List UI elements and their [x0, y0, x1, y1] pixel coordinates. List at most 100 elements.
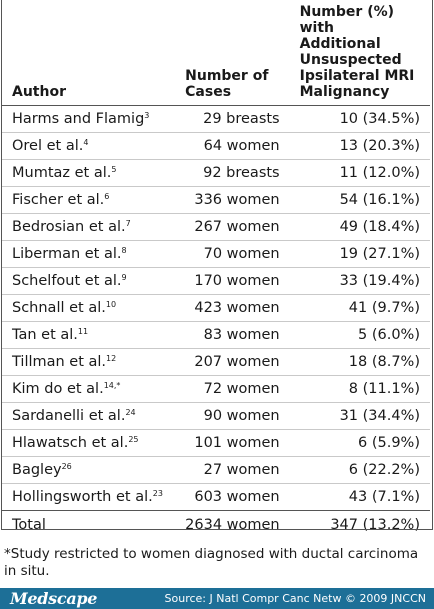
author-name: Bedrosian et al.	[12, 219, 126, 235]
reference-superscript: 8	[121, 246, 127, 255]
cell-malignancy: 33 (19.4%)	[299, 267, 430, 295]
cell-cases: 72 women	[185, 375, 300, 403]
reference-superscript: 9	[121, 273, 127, 282]
source-credit: Source: J Natl Compr Canc Netw © 2009 JN…	[164, 592, 426, 605]
cell-malignancy: 10 (34.5%)	[299, 105, 430, 133]
cell-author: Bedrosian et al.7	[2, 213, 186, 241]
header-cases: Number of Cases	[185, 0, 300, 106]
author-name: Fischer et al.	[12, 192, 105, 208]
cell-cases: 83 women	[185, 321, 300, 349]
cell-malignancy: 13 (20.3%)	[299, 132, 430, 160]
cell-malignancy: 8 (11.1%)	[299, 375, 430, 403]
reference-superscript: 3	[144, 111, 150, 120]
cell-cases: 207 women	[185, 348, 300, 376]
table-row: Schnall et al.10 423 women 41 (9.7%)	[2, 294, 430, 322]
author-name: Schelfout et al.	[12, 273, 122, 289]
cell-author: Mumtaz et al.5	[2, 159, 186, 187]
table-row: Schelfout et al.9 170 women 33 (19.4%)	[2, 267, 430, 295]
table-row-total: Total 2634 women 347 (13.2%)	[2, 510, 430, 538]
author-name: Bagley	[12, 462, 62, 478]
author-name: Harms and Flamig	[12, 111, 145, 127]
author-name: Hlawatsch et al.	[12, 435, 129, 451]
cell-malignancy: 11 (12.0%)	[299, 159, 430, 187]
table-row: Bagley26 27 women 6 (22.2%)	[2, 456, 430, 484]
reference-superscript: 11	[77, 327, 89, 336]
reference-superscript: 14,*	[103, 381, 121, 390]
reference-superscript: 26	[61, 462, 72, 471]
cell-author: Hlawatsch et al.25	[2, 429, 186, 457]
author-name: Schnall et al.	[12, 300, 106, 316]
cell-malignancy: 49 (18.4%)	[299, 213, 430, 241]
table-row: Tillman et al.12 207 women 18 (8.7%)	[2, 348, 430, 376]
cell-cases: 170 women	[185, 267, 300, 295]
footnote: *Study restricted to women diagnosed wit…	[4, 546, 419, 579]
header-number: Number (%) with Additional Unsuspected I…	[299, 0, 430, 106]
table-row: Hollingsworth et al.23 603 women 43 (7.1%)	[2, 484, 430, 511]
reference-superscript: 4	[83, 138, 89, 147]
cell-cases: 64 women	[185, 132, 300, 160]
cell-malignancy: 41 (9.7%)	[299, 294, 430, 322]
cell-author: Kim do et al.14,*	[2, 375, 186, 403]
total-malignancy: 347 (13.2%)	[299, 510, 430, 538]
cell-cases: 27 women	[185, 456, 300, 484]
author-name: Hollingsworth et al.	[12, 489, 153, 505]
author-name: Kim do et al.	[12, 381, 104, 397]
cell-author: Tillman et al.12	[2, 348, 186, 376]
table-row: Tan et al.11 83 women 5 (6.0%)	[2, 321, 430, 349]
header-author: Author	[2, 0, 186, 106]
author-name: Mumtaz et al.	[12, 165, 112, 181]
footer-bar: Medscape Source: J Natl Compr Canc Netw …	[0, 588, 434, 609]
table-row: Fischer et al.6 336 women 54 (16.1%)	[2, 186, 430, 214]
medscape-logo[interactable]: Medscape	[10, 589, 98, 608]
total-author: Total	[2, 510, 186, 538]
table-row: Orel et al.4 64 women 13 (20.3%)	[2, 132, 430, 160]
cell-cases: 90 women	[185, 402, 300, 430]
cell-cases: 92 breasts	[185, 159, 300, 187]
cell-author: Orel et al.4	[2, 132, 186, 160]
author-name: Liberman et al.	[12, 246, 122, 262]
table-body: Harms and Flamig3 29 breasts 10 (34.5%) Ore…	[2, 105, 430, 538]
cell-malignancy: 5 (6.0%)	[299, 321, 430, 349]
table-header-row: Author Number of Cases Number (%) with A…	[2, 0, 430, 106]
cell-malignancy: 18 (8.7%)	[299, 348, 430, 376]
cell-author: Harms and Flamig3	[2, 105, 186, 133]
cell-cases: 70 women	[185, 240, 300, 268]
reference-superscript: 7	[125, 219, 131, 228]
table-row: Harms and Flamig3 29 breasts 10 (34.5%)	[2, 105, 430, 133]
reference-superscript: 6	[104, 192, 110, 201]
cell-malignancy: 6 (22.2%)	[299, 456, 430, 484]
cell-cases: 336 women	[185, 186, 300, 214]
table-bottom-rule	[1, 529, 433, 530]
cell-malignancy: 54 (16.1%)	[299, 186, 430, 214]
author-name: Sardanelli et al.	[12, 408, 126, 424]
cell-cases: 267 women	[185, 213, 300, 241]
reference-superscript: 23	[152, 489, 163, 498]
total-cases: 2634 women	[185, 510, 300, 538]
cell-cases: 603 women	[194, 489, 280, 505]
table-row: Liberman et al.8 70 women 19 (27.1%)	[2, 240, 430, 268]
cell-author: Hollingsworth et al.23	[2, 484, 185, 511]
table-row: Sardanelli et al.24 90 women 31 (34.4%)	[2, 402, 430, 430]
author-name: Orel et al.	[12, 138, 84, 154]
table-frame	[1, 0, 433, 530]
table-row: Hlawatsch et al.25 101 women 6 (5.9%)	[2, 429, 430, 457]
author-name: Tillman et al.	[12, 354, 107, 370]
reference-superscript: 24	[125, 408, 136, 417]
table-row: Bedrosian et al.7 267 women 49 (18.4%)	[2, 213, 430, 241]
reference-superscript: 12	[106, 354, 117, 363]
cell-author: Schelfout et al.9	[2, 267, 186, 295]
cell-malignancy: 6 (5.9%)	[299, 429, 430, 457]
author-name: Tan et al.	[12, 327, 78, 343]
reference-superscript: 10	[105, 300, 117, 309]
cell-author: Tan et al.11	[2, 321, 186, 349]
cell-author: Sardanelli et al.24	[2, 402, 186, 430]
cell-cases: 29 breasts	[185, 105, 300, 133]
table-row: Mumtaz et al.5 92 breasts 11 (12.0%)	[2, 159, 430, 187]
cell-malignancy: 19 (27.1%)	[299, 240, 430, 268]
reference-superscript: 25	[128, 435, 139, 444]
cell-author: Fischer et al.6	[2, 186, 186, 214]
cell-author: Liberman et al.8	[2, 240, 186, 268]
table-row: Kim do et al.14,* 72 women 8 (11.1%)	[2, 375, 430, 403]
cell-malignancy: 43 (7.1%)	[348, 489, 420, 505]
cell-cases: 423 women	[185, 294, 300, 322]
